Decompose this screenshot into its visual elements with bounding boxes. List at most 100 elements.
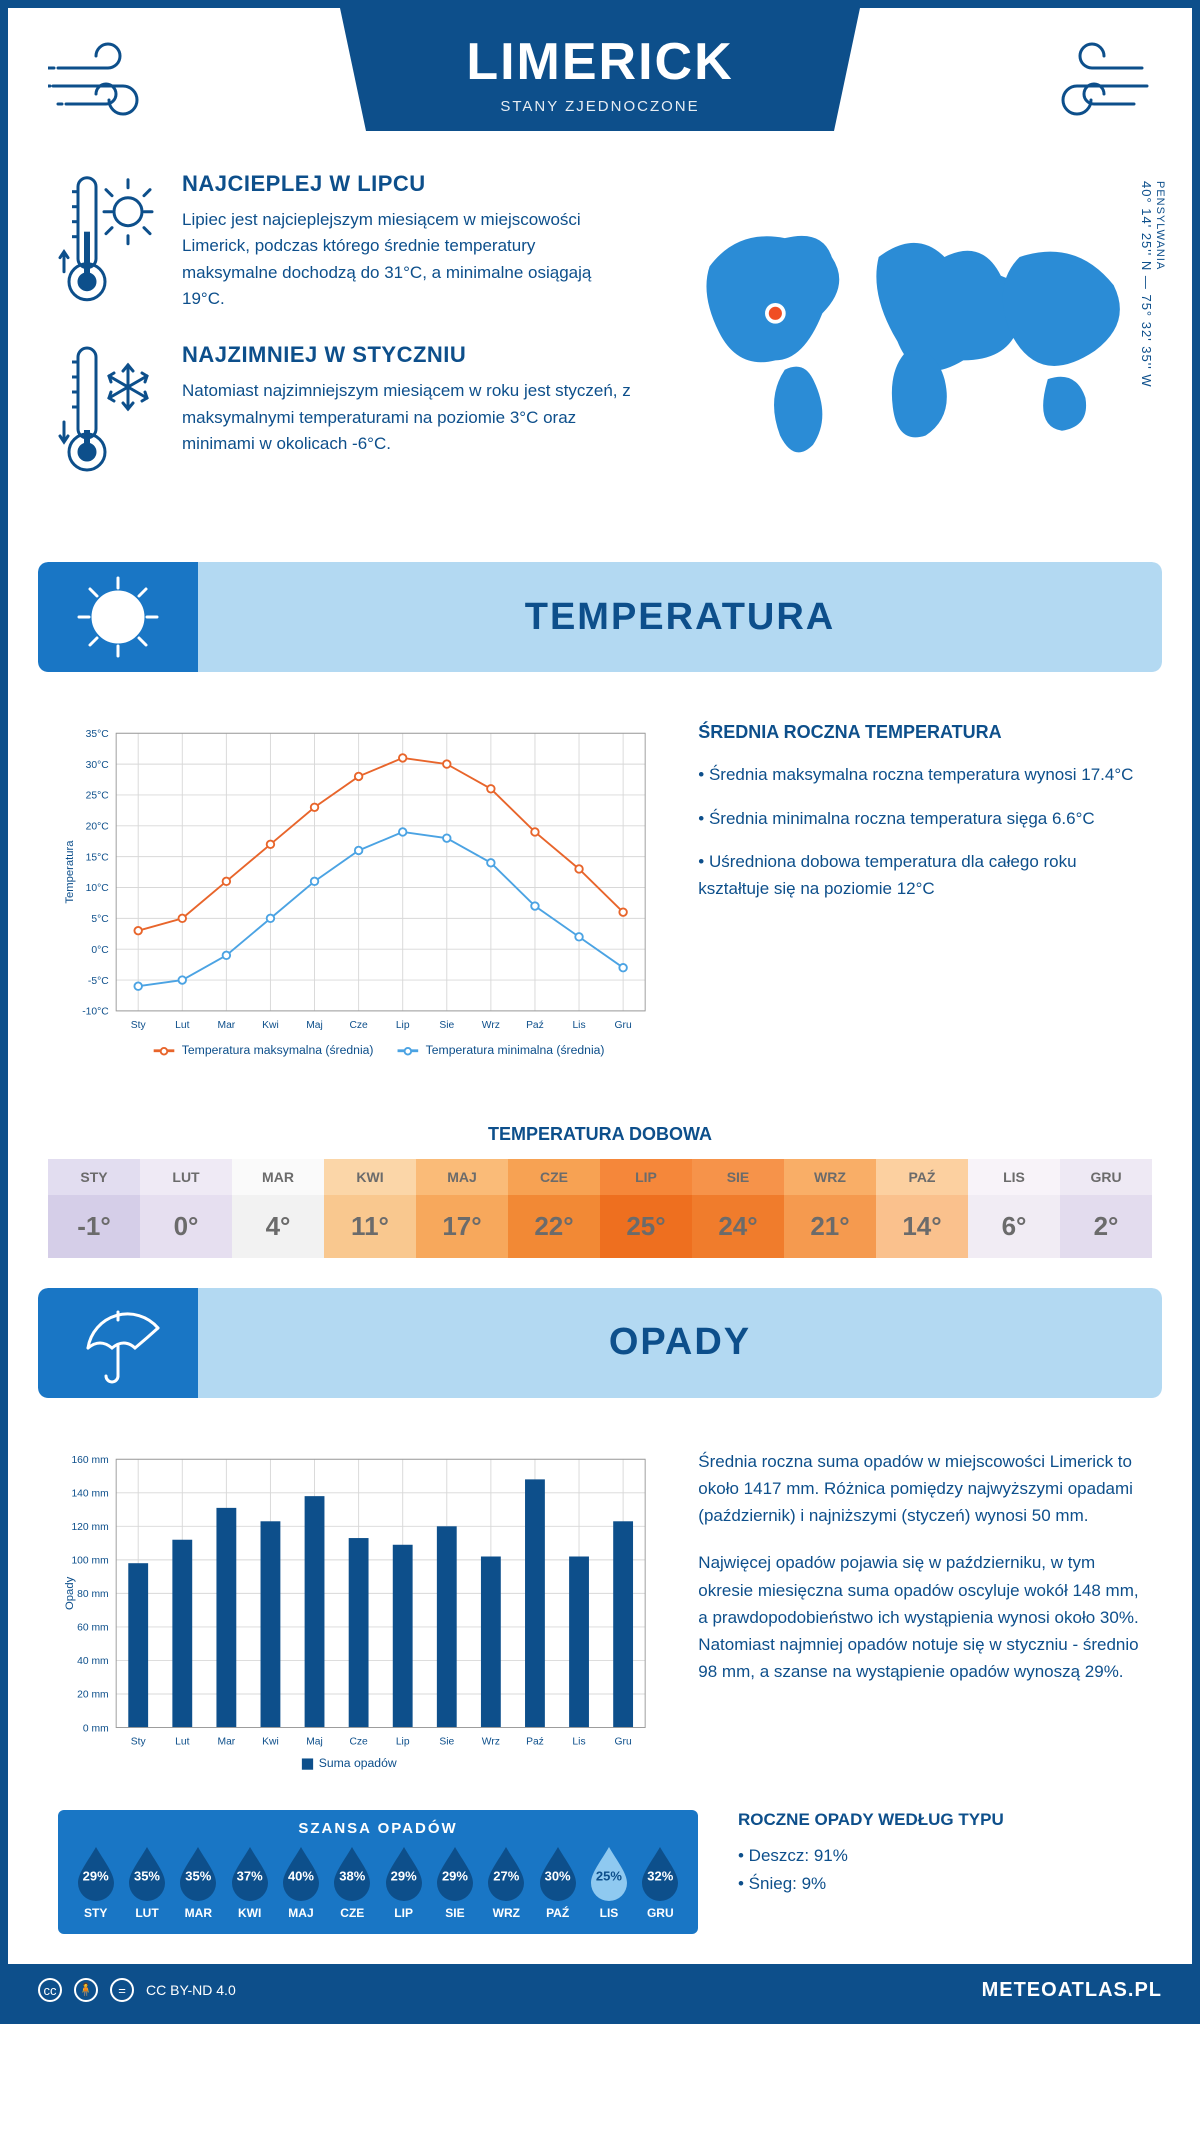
sun-icon bbox=[73, 572, 163, 662]
chance-drop: 38% CZE bbox=[327, 1845, 378, 1920]
svg-text:-10°C: -10°C bbox=[82, 1007, 109, 1018]
daily-cell: CZE 22° bbox=[508, 1159, 600, 1258]
temp-summary-b1: • Średnia maksymalna roczna temperatura … bbox=[698, 761, 1142, 788]
daily-cell: LIP 25° bbox=[600, 1159, 692, 1258]
svg-text:Temperatura: Temperatura bbox=[64, 840, 76, 904]
daily-cell: GRU 2° bbox=[1060, 1159, 1152, 1258]
chance-drop: 27% WRZ bbox=[481, 1845, 532, 1920]
umbrella-icon bbox=[73, 1298, 163, 1388]
page-subtitle: STANY ZJEDNOCZONE bbox=[420, 98, 780, 115]
svg-text:Lut: Lut bbox=[175, 1020, 189, 1031]
svg-text:Temperatura minimalna (średnia: Temperatura minimalna (średnia) bbox=[426, 1043, 605, 1057]
svg-text:Wrz: Wrz bbox=[482, 1736, 500, 1747]
svg-text:30°C: 30°C bbox=[86, 760, 110, 771]
chance-drop: 40% MAJ bbox=[275, 1845, 326, 1920]
svg-text:140 mm: 140 mm bbox=[71, 1488, 108, 1499]
svg-text:0°C: 0°C bbox=[91, 945, 109, 956]
chance-drop: 29% LIP bbox=[378, 1845, 429, 1920]
daily-cell: LIS 6° bbox=[968, 1159, 1060, 1258]
thermometer-hot-icon bbox=[58, 171, 158, 312]
svg-text:100 mm: 100 mm bbox=[71, 1555, 108, 1566]
svg-text:Sty: Sty bbox=[131, 1020, 147, 1031]
svg-text:Wrz: Wrz bbox=[482, 1020, 500, 1031]
svg-text:Lip: Lip bbox=[396, 1736, 410, 1747]
temp-summary-b3: • Uśredniona dobowa temperatura dla całe… bbox=[698, 848, 1142, 902]
svg-text:20 mm: 20 mm bbox=[77, 1690, 108, 1701]
svg-text:Mar: Mar bbox=[218, 1736, 236, 1747]
svg-text:Kwi: Kwi bbox=[262, 1736, 279, 1747]
svg-text:Temperatura maksymalna (średni: Temperatura maksymalna (średnia) bbox=[182, 1043, 374, 1057]
svg-text:10°C: 10°C bbox=[86, 884, 110, 895]
chance-drop: 29% SIE bbox=[429, 1845, 480, 1920]
wind-icon-left bbox=[48, 38, 188, 128]
warmest-text: Lipiec jest najcieplejszym miesiącem w m… bbox=[182, 207, 632, 312]
section-banner-precip: OPADY bbox=[38, 1288, 1162, 1398]
svg-text:Suma opadów: Suma opadów bbox=[319, 1756, 397, 1770]
precip-p1: Średnia roczna suma opadów w miejscowośc… bbox=[698, 1448, 1142, 1530]
svg-text:Gru: Gru bbox=[615, 1736, 632, 1747]
daily-cell: MAR 4° bbox=[232, 1159, 324, 1258]
by-icon: 🧍 bbox=[74, 1978, 98, 2002]
site-name: METEOATLAS.PL bbox=[982, 1979, 1162, 2002]
cc-icon: cc bbox=[38, 1978, 62, 2002]
temperature-line-chart: -10°C-5°C0°C5°C10°C15°C20°C25°C30°C35°CS… bbox=[58, 722, 658, 1083]
section-title-temp: TEMPERATURA bbox=[525, 596, 836, 639]
svg-text:40 mm: 40 mm bbox=[77, 1656, 108, 1667]
svg-text:120 mm: 120 mm bbox=[71, 1522, 108, 1533]
page-title: LIMERICK bbox=[420, 32, 780, 92]
svg-text:60 mm: 60 mm bbox=[77, 1622, 108, 1633]
svg-text:20°C: 20°C bbox=[86, 822, 110, 833]
precip-p2: Najwięcej opadów pojawia się w październ… bbox=[698, 1549, 1142, 1685]
intro-section: NAJCIEPLEJ W LIPCU Lipiec jest najcieple… bbox=[8, 151, 1192, 542]
daily-temp-table: STY -1° LUT 0° MAR 4° KWI 11° MAJ 17° CZ… bbox=[48, 1159, 1152, 1258]
temperature-summary: ŚREDNIA ROCZNA TEMPERATURA • Średnia mak… bbox=[698, 722, 1142, 1083]
chance-drop: 37% KWI bbox=[224, 1845, 275, 1920]
svg-text:25°C: 25°C bbox=[86, 791, 110, 802]
svg-text:Sty: Sty bbox=[131, 1736, 147, 1747]
daily-cell: KWI 11° bbox=[324, 1159, 416, 1258]
chance-drop: 35% LUT bbox=[121, 1845, 172, 1920]
precip-type-l2: • Śnieg: 9% bbox=[738, 1870, 1142, 1897]
precipitation-bar-chart: 0 mm20 mm40 mm60 mm80 mm100 mm120 mm140 … bbox=[58, 1448, 658, 1791]
world-map: PENSYLWANIA 40° 14' 25'' N — 75° 32' 35'… bbox=[672, 171, 1142, 512]
coldest-text: Natomiast najzimniejszym miesiącem w rok… bbox=[182, 378, 632, 457]
daily-temp-title: TEMPERATURA DOBOWA bbox=[8, 1124, 1192, 1145]
warmest-block: NAJCIEPLEJ W LIPCU Lipiec jest najcieple… bbox=[58, 171, 632, 312]
svg-text:Sie: Sie bbox=[439, 1736, 454, 1747]
svg-text:5°C: 5°C bbox=[91, 914, 109, 925]
svg-text:Opady: Opady bbox=[64, 1576, 76, 1610]
warmest-title: NAJCIEPLEJ W LIPCU bbox=[182, 171, 632, 197]
svg-text:Kwi: Kwi bbox=[262, 1020, 279, 1031]
chance-drop: 32% GRU bbox=[635, 1845, 686, 1920]
temp-summary-b2: • Średnia minimalna roczna temperatura s… bbox=[698, 805, 1142, 832]
svg-text:160 mm: 160 mm bbox=[71, 1455, 108, 1466]
wind-icon-right bbox=[1012, 38, 1152, 128]
region-label: PENSYLWANIA bbox=[1154, 181, 1166, 382]
header: LIMERICK STANY ZJEDNOCZONE bbox=[8, 8, 1192, 151]
svg-text:Mar: Mar bbox=[217, 1020, 235, 1031]
coldest-title: NAJZIMNIEJ W STYCZNIU bbox=[182, 342, 632, 368]
svg-text:Paź: Paź bbox=[526, 1020, 544, 1031]
section-title-precip: OPADY bbox=[609, 1321, 751, 1364]
precip-type-title: ROCZNE OPADY WEDŁUG TYPU bbox=[738, 1810, 1142, 1830]
chance-drop: 25% LIS bbox=[583, 1845, 634, 1920]
section-banner-temperature: TEMPERATURA bbox=[38, 562, 1162, 672]
svg-text:Paź: Paź bbox=[526, 1736, 544, 1747]
footer: cc 🧍 = CC BY-ND 4.0 METEOATLAS.PL bbox=[8, 1964, 1192, 2016]
svg-text:Maj: Maj bbox=[306, 1020, 323, 1031]
svg-text:15°C: 15°C bbox=[86, 853, 110, 864]
svg-text:Lip: Lip bbox=[396, 1020, 410, 1031]
license-text: CC BY-ND 4.0 bbox=[146, 1982, 236, 1998]
chance-drop: 35% MAR bbox=[173, 1845, 224, 1920]
daily-cell: WRZ 21° bbox=[784, 1159, 876, 1258]
svg-text:Maj: Maj bbox=[306, 1736, 323, 1747]
coordinates: PENSYLWANIA 40° 14' 25'' N — 75° 32' 35'… bbox=[1139, 181, 1166, 388]
thermometer-cold-icon bbox=[58, 342, 158, 482]
daily-cell: MAJ 17° bbox=[416, 1159, 508, 1258]
precip-chance-banner: SZANSA OPADÓW 29% STY 35% LUT 35% MAR 37… bbox=[58, 1810, 698, 1934]
svg-text:-5°C: -5°C bbox=[88, 976, 109, 987]
daily-cell: STY -1° bbox=[48, 1159, 140, 1258]
coldest-block: NAJZIMNIEJ W STYCZNIU Natomiast najzimni… bbox=[58, 342, 632, 482]
svg-text:Lis: Lis bbox=[572, 1736, 585, 1747]
svg-text:80 mm: 80 mm bbox=[77, 1589, 108, 1600]
